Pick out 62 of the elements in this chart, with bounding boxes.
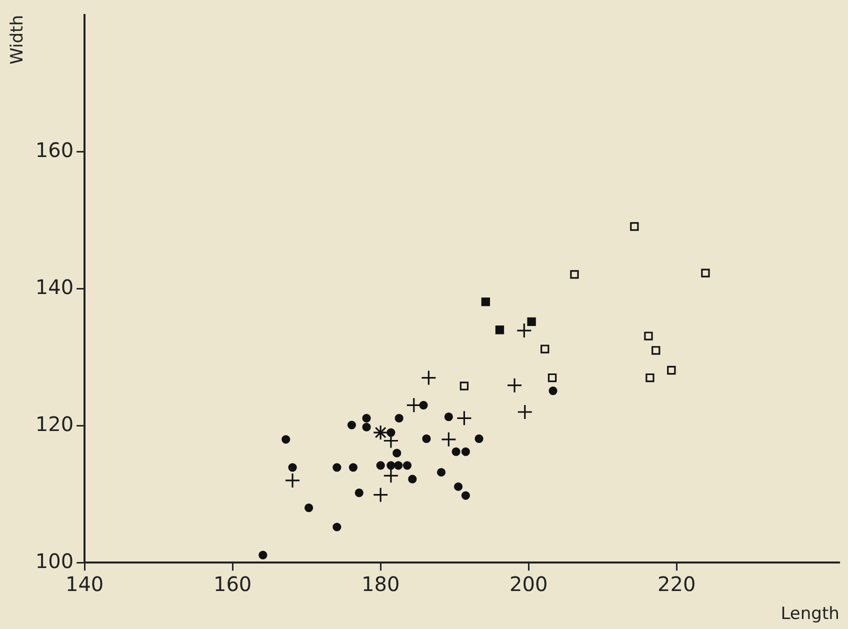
point — [548, 386, 558, 396]
point — [570, 270, 579, 279]
point — [516, 322, 532, 338]
point — [646, 373, 654, 382]
point — [454, 482, 463, 491]
x-tick-label: 160 — [213, 572, 252, 596]
point — [284, 472, 300, 488]
point — [408, 474, 417, 484]
point — [452, 447, 460, 456]
x-axis-title: Length — [780, 604, 840, 624]
point — [282, 435, 290, 444]
point — [481, 297, 490, 306]
point — [394, 461, 403, 470]
point — [527, 317, 536, 326]
x-tick-label: 220 — [658, 572, 696, 596]
point — [540, 344, 550, 354]
point — [332, 522, 342, 532]
point — [652, 346, 660, 355]
point — [474, 434, 484, 444]
point — [630, 222, 639, 231]
point — [644, 332, 653, 340]
point — [392, 448, 402, 458]
point — [436, 468, 446, 477]
point — [258, 550, 268, 560]
x-tick-label: 200 — [509, 572, 548, 596]
point — [548, 373, 557, 382]
y-axis-title: Width — [8, 15, 28, 64]
point — [460, 382, 469, 390]
y-tick-label: 100 — [35, 548, 74, 573]
point — [372, 487, 388, 503]
point — [461, 491, 470, 500]
point — [402, 461, 412, 470]
point — [701, 268, 710, 278]
point — [347, 420, 356, 430]
point — [506, 378, 522, 394]
point — [332, 463, 342, 472]
point — [348, 463, 358, 472]
point — [376, 461, 385, 470]
point — [667, 366, 676, 375]
y-tick-label: 160 — [35, 138, 74, 162]
point — [362, 422, 371, 432]
point — [386, 461, 396, 470]
point — [354, 488, 364, 498]
point — [372, 424, 388, 440]
point — [394, 414, 404, 422]
point — [304, 504, 314, 512]
y-tick-label: 120 — [35, 412, 74, 436]
y-tick-label: 140 — [35, 275, 74, 300]
point — [440, 432, 456, 448]
point — [461, 447, 470, 456]
point — [362, 414, 371, 422]
x-tick-label: 140 — [65, 572, 104, 596]
point — [386, 428, 396, 437]
point — [288, 463, 297, 472]
point — [420, 370, 436, 386]
point — [422, 434, 431, 444]
point — [444, 412, 453, 422]
point — [517, 404, 533, 420]
x-tick-label: 180 — [361, 572, 400, 596]
point — [419, 400, 428, 410]
point — [495, 326, 504, 334]
point — [456, 410, 472, 426]
